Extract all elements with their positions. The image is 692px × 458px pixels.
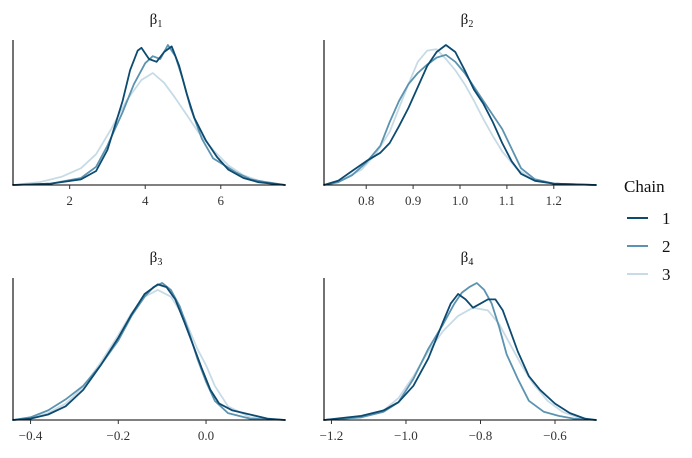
x-tick-label: −0.6 xyxy=(543,428,567,443)
density-line-chain-2 xyxy=(12,44,286,186)
density-panel-2: β2 0.8 0.9 1.0 1.1 1.2 xyxy=(323,12,597,208)
panel-title: β1 xyxy=(150,12,163,30)
panel-title-symbol: β xyxy=(461,250,469,266)
panel-title-symbol: β xyxy=(150,250,158,266)
x-tick-label: 4 xyxy=(142,193,149,208)
legend-label-chain-3: 3 xyxy=(662,265,671,284)
x-tick-label: −0.4 xyxy=(19,428,43,443)
x-tick-label: 1.0 xyxy=(452,193,468,208)
x-tick-label: 0.8 xyxy=(358,193,374,208)
legend: Chain 1 2 3 xyxy=(624,177,671,284)
panel-title-symbol: β xyxy=(461,12,469,28)
x-tick-label: −1.2 xyxy=(320,428,344,443)
legend-label-chain-2: 2 xyxy=(662,237,671,256)
panel-title-subscript: 3 xyxy=(157,257,162,268)
panel-title: β2 xyxy=(461,12,474,30)
density-line-chain-3 xyxy=(12,72,286,186)
x-tick-label: −1.0 xyxy=(394,428,418,443)
x-tick-label: 1.2 xyxy=(546,193,562,208)
density-line-chain-1 xyxy=(12,45,286,186)
x-tick-label: −0.8 xyxy=(469,428,493,443)
x-tick-label: 2 xyxy=(66,193,73,208)
density-line-chain-1 xyxy=(12,283,286,421)
density-panel-4: β4 −1.2 −1.0 −0.8 −0.6 xyxy=(320,250,597,443)
density-line-chain-1 xyxy=(323,293,597,421)
panel-title-subscript: 1 xyxy=(157,19,162,30)
density-panel-3: β3 −0.4 −0.2 0.0 xyxy=(12,250,286,443)
density-line-chain-2 xyxy=(12,282,286,421)
x-tick-label: 6 xyxy=(218,193,225,208)
x-tick-label: 0.9 xyxy=(405,193,421,208)
panel-title-subscript: 4 xyxy=(468,257,473,268)
density-line-chain-3 xyxy=(12,288,286,421)
panel-title-symbol: β xyxy=(150,12,158,28)
legend-label-chain-1: 1 xyxy=(662,209,671,228)
x-tick-label: 1.1 xyxy=(499,193,515,208)
panel-title: β4 xyxy=(461,250,474,268)
legend-title: Chain xyxy=(624,177,665,196)
x-tick-label: 0.0 xyxy=(198,428,214,443)
density-panel-1: β1 2 4 6 xyxy=(12,12,286,208)
x-tick-label: −0.2 xyxy=(106,428,130,443)
density-line-chain-2 xyxy=(323,282,597,421)
density-line-chain-1 xyxy=(323,44,597,186)
density-line-chain-2 xyxy=(323,53,597,186)
panel-title: β3 xyxy=(150,250,163,268)
panel-title-subscript: 2 xyxy=(468,19,473,30)
density-line-chain-3 xyxy=(323,306,597,421)
